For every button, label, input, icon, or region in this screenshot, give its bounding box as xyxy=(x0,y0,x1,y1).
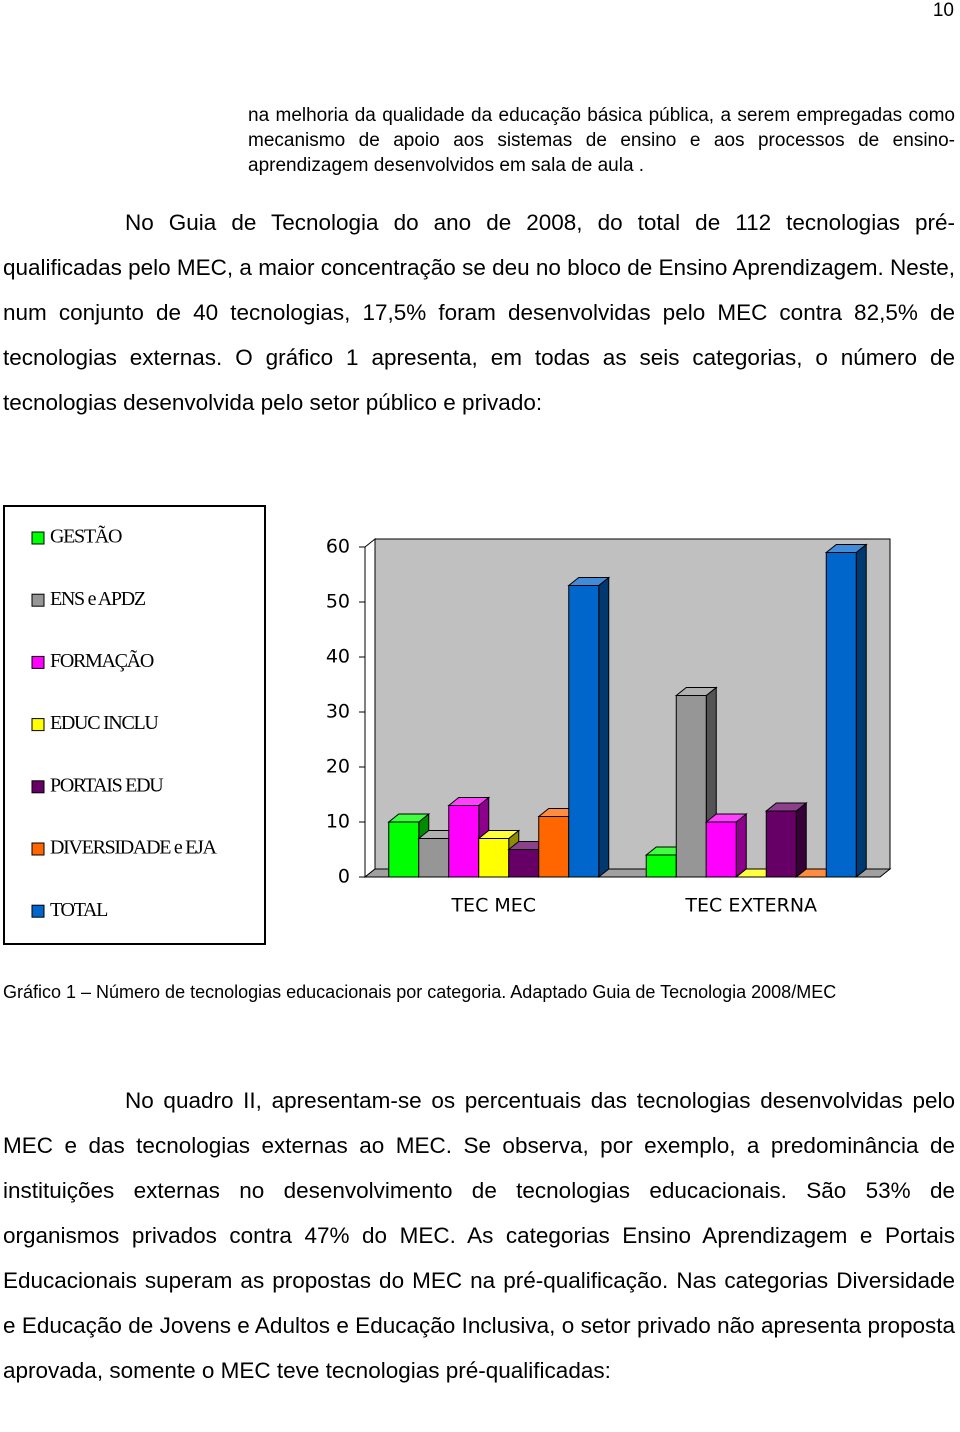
legend-label: ENS e APDZ xyxy=(50,588,146,610)
legend-label: FORMAÇÃO xyxy=(50,648,154,672)
bar xyxy=(765,810,797,878)
bar xyxy=(675,695,707,878)
bar-side xyxy=(735,812,747,879)
caption: Gráfico 1 – Número de tecnologias educac… xyxy=(3,982,837,1002)
legend-swatch xyxy=(31,904,45,918)
bar xyxy=(568,585,600,878)
paragraph: No Guia de Tecnologia do ano de 2008, do… xyxy=(3,210,955,415)
bar xyxy=(448,805,480,878)
legend-swatch xyxy=(31,780,45,794)
y-tick-label: 10 xyxy=(326,811,350,833)
bar-side xyxy=(795,801,807,879)
legend-swatch xyxy=(31,655,45,669)
intro-text: na melhoria da qualidade da educação bás… xyxy=(248,105,955,176)
x-tick-label: TEC EXTERNA xyxy=(684,895,817,917)
y-tick-label: 20 xyxy=(326,756,350,778)
bar xyxy=(478,838,510,878)
y-tick-label: 40 xyxy=(326,646,350,668)
bar xyxy=(418,838,450,878)
x-tick-label: TEC MEC xyxy=(450,895,536,917)
paragraph: No quadro II, apresentam-se os percentua… xyxy=(3,1088,955,1383)
y-tick-label: 50 xyxy=(326,591,350,613)
legend-box xyxy=(3,505,266,945)
legend-swatch xyxy=(31,842,45,856)
side-wall xyxy=(364,537,376,879)
legend-swatch xyxy=(31,718,45,732)
y-tick-label: 30 xyxy=(326,701,350,723)
bar xyxy=(825,552,857,878)
bar xyxy=(645,854,677,878)
legend-label: EDUC INCLU xyxy=(50,712,159,734)
bar xyxy=(388,821,420,878)
legend-label: DIVERSIDADE e EJA xyxy=(50,837,218,859)
bar xyxy=(508,849,540,878)
legend-swatch xyxy=(31,593,45,607)
legend-label: TOTAL xyxy=(50,899,108,921)
y-tick-label: 60 xyxy=(326,536,350,558)
bar-side xyxy=(855,543,867,879)
legend-label: PORTAIS EDU xyxy=(50,774,164,796)
bar xyxy=(705,821,737,878)
y-tick-label: 0 xyxy=(338,866,350,888)
bar-side xyxy=(598,576,610,879)
legend-label: GESTÃO xyxy=(50,524,122,548)
page-number: 10 xyxy=(932,0,954,21)
legend-swatch xyxy=(31,531,45,545)
bar xyxy=(538,816,570,878)
